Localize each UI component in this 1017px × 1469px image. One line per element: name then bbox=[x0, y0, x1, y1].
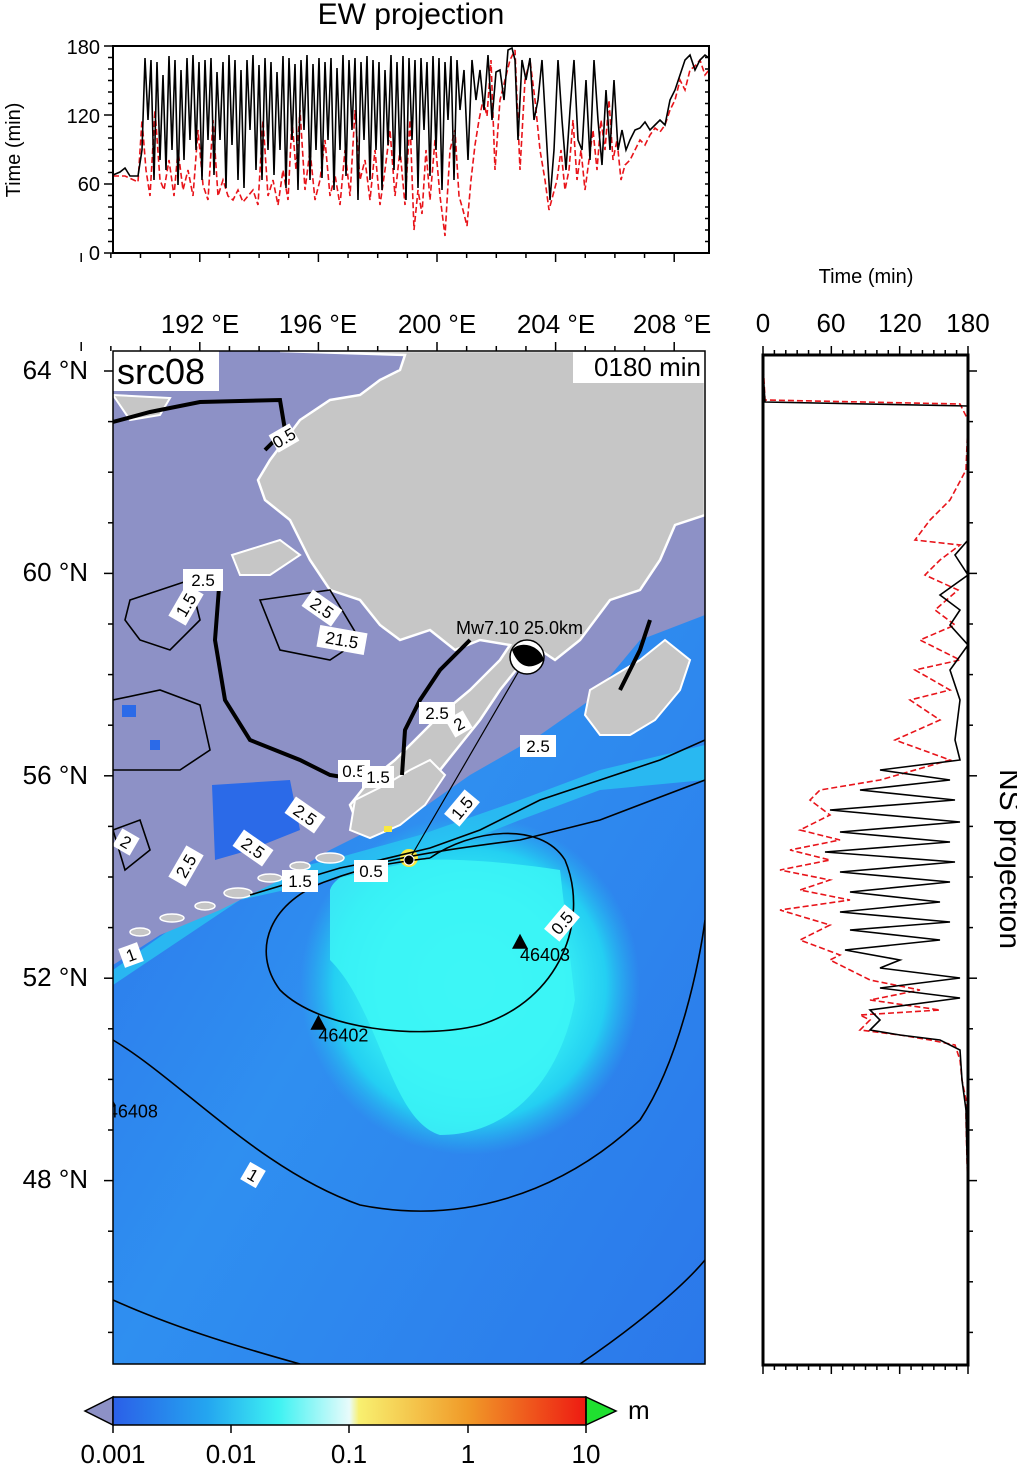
ew-title: EW projection bbox=[318, 0, 505, 31]
lat-label: 56 °N bbox=[23, 760, 88, 790]
coastal-band bbox=[113, 745, 705, 985]
station-marker: 46403 bbox=[512, 933, 570, 965]
colorbar-label: 0.01 bbox=[206, 1439, 257, 1469]
contour-label: 2.5 bbox=[191, 571, 215, 590]
colorbar-over-triangle bbox=[585, 1395, 618, 1427]
colorbar-unit: m bbox=[628, 1395, 650, 1425]
ns-tick-marks bbox=[762, 346, 977, 1374]
colorbar-ticks bbox=[112, 1425, 587, 1433]
lon-label: 196 °E bbox=[279, 309, 357, 339]
lon-label: 192 °E bbox=[161, 309, 239, 339]
ns-trace-black bbox=[763, 369, 968, 1365]
seward-coast bbox=[113, 393, 172, 422]
lat-label: 48 °N bbox=[23, 1164, 88, 1194]
ew-ytick-label: 0 bbox=[89, 243, 100, 265]
colorbar-label: 1 bbox=[461, 1439, 475, 1469]
colorbar: 0.001 0.01 0.1 1 10 m bbox=[80, 1395, 649, 1469]
lon-label: 208 °E bbox=[633, 309, 711, 339]
contour-labels-sea: 0.5 0.5 1 bbox=[240, 860, 580, 1189]
shelf-patch bbox=[122, 705, 136, 717]
shelf-patch bbox=[212, 780, 300, 860]
tsunami-core-field bbox=[330, 859, 575, 1135]
event-label: Mw7.10 25.0km bbox=[456, 618, 583, 638]
colorbar-tick-labels: 0.001 0.01 0.1 1 10 bbox=[80, 1439, 600, 1469]
colorbar-gradient bbox=[113, 1397, 586, 1425]
source-label: src08 bbox=[117, 351, 205, 392]
hot-amplitude-spot bbox=[384, 826, 392, 832]
source-label-box: src08 bbox=[113, 351, 219, 392]
contour-label: 2.5 bbox=[425, 704, 449, 723]
lat-label: 64 °N bbox=[23, 355, 88, 385]
ns-xtick-label: 120 bbox=[878, 308, 921, 338]
contour-label: 2.5 bbox=[526, 737, 550, 756]
ns-xticks: 0 60 120 180 bbox=[756, 308, 990, 338]
station-marker: 46402 bbox=[310, 1014, 368, 1046]
focal-mechanism-beachball bbox=[509, 639, 545, 675]
contour-label: 1.5 bbox=[288, 872, 312, 891]
kodiak-island bbox=[583, 638, 692, 736]
ew-ylabel: Time (min) bbox=[3, 103, 25, 198]
lon-tick-labels: 192 °E 196 °E 200 °E 204 °E 208 °E bbox=[161, 309, 711, 339]
lat-label: 52 °N bbox=[23, 962, 88, 992]
contour-label: 0.5 bbox=[342, 762, 366, 781]
aleutian-islands bbox=[129, 852, 345, 937]
peninsula-landmass bbox=[348, 758, 447, 840]
map-tick-marks bbox=[80, 342, 675, 1334]
ew-tick-marks bbox=[80, 45, 709, 262]
map-panel: 192 °E 196 °E 200 °E 204 °E 208 °E 64 °N… bbox=[23, 309, 711, 1365]
ns-title: NS projection bbox=[993, 769, 1017, 949]
ew-trace-red bbox=[113, 49, 709, 237]
colorbar-label: 0.001 bbox=[80, 1439, 145, 1469]
contour-label: 1.5 bbox=[366, 768, 390, 787]
ns-trace-red bbox=[763, 359, 968, 1365]
ns-projection-panel: Time (min) 0 60 120 180 NS projection bbox=[756, 266, 1017, 1374]
ew-projection-panel: EW projection Time (min) 0 60 120 180 bbox=[3, 0, 710, 265]
time-label-box: 0180 min bbox=[573, 351, 705, 383]
station-label: 46408 bbox=[108, 1102, 158, 1122]
lon-label: 204 °E bbox=[517, 309, 595, 339]
colorbar-label: 10 bbox=[572, 1439, 601, 1469]
ns-xtick-label: 60 bbox=[817, 308, 846, 338]
station-label: 46403 bbox=[520, 945, 570, 965]
ns-xtick-label: 0 bbox=[756, 308, 770, 338]
ew-trace-black bbox=[113, 46, 709, 201]
lat-tick-labels: 64 °N 60 °N 56 °N 52 °N 48 °N bbox=[23, 355, 88, 1194]
dart-stations: 46403 46402 46408 bbox=[108, 933, 570, 1122]
lon-label: 200 °E bbox=[398, 309, 476, 339]
lat-label: 60 °N bbox=[23, 557, 88, 587]
mechanism-leader-line bbox=[408, 656, 528, 861]
map-frame bbox=[112, 350, 706, 1365]
time-label: 0180 min bbox=[594, 352, 701, 382]
colorbar-label: 0.1 bbox=[331, 1439, 367, 1469]
colorbar-under-triangle bbox=[83, 1395, 114, 1427]
ns-xlabel: Time (min) bbox=[819, 266, 914, 288]
shelf-patch bbox=[150, 740, 160, 750]
nunivak-island bbox=[230, 538, 302, 576]
ns-xtick-label: 180 bbox=[946, 308, 989, 338]
station-triangle-icon bbox=[310, 1014, 327, 1030]
epicenter-marker bbox=[403, 854, 415, 866]
ew-yticks: 0 60 120 180 bbox=[67, 37, 100, 265]
ew-ytick-label: 180 bbox=[67, 37, 100, 59]
station-triangle-icon bbox=[512, 933, 529, 949]
ew-ytick-label: 120 bbox=[67, 106, 100, 128]
ew-ytick-label: 60 bbox=[78, 174, 100, 196]
station-label: 46402 bbox=[318, 1026, 368, 1046]
contour-label: 0.5 bbox=[359, 862, 383, 881]
